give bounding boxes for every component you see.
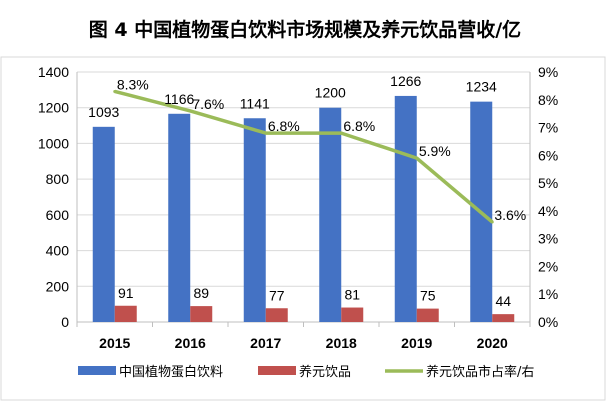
legend: 中国植物蛋白饮料 养元饮品 养元饮品市占率/右: [78, 364, 534, 380]
bar-yangyuan-revenue: [190, 306, 213, 322]
y-right-tick-label: 2%: [538, 258, 558, 274]
y-left-tick-label: 200: [46, 278, 70, 294]
line-market-share: [114, 89, 494, 224]
y-left-tick-label: 1200: [38, 100, 69, 116]
legend-swatch: [78, 366, 116, 375]
y-right-tick-label: 1%: [538, 286, 558, 302]
chart-frame: [0, 56, 606, 401]
bar-market-size: [319, 107, 342, 322]
bar-data-label: 89: [193, 285, 209, 301]
y-right-tick-label: 0%: [538, 314, 558, 330]
bar-data-label: 91: [118, 285, 134, 301]
x-tick-label: 2016: [175, 335, 206, 351]
bar-data-label: 1266: [390, 73, 421, 89]
legend-label: 养元饮品: [299, 364, 351, 380]
y-axis-right: 0% 1% 2% 3% 4% 5% 6% 7% 8% 9%: [538, 64, 558, 330]
line-data-label: 5.9%: [419, 143, 451, 159]
x-tick-label: 2015: [99, 335, 130, 351]
line-point: [490, 220, 494, 224]
y-right-tick-label: 3%: [538, 231, 558, 247]
line-point: [415, 156, 419, 160]
bar-market-size: [243, 118, 266, 322]
line-data-label: 3.6%: [494, 207, 526, 223]
bar-data-label: 81: [344, 287, 360, 303]
y-right-tick-label: 8%: [538, 92, 558, 108]
line-point: [264, 131, 268, 135]
y-right-tick-label: 6%: [538, 147, 558, 163]
x-tick-label: 2019: [401, 335, 432, 351]
line-point: [339, 131, 343, 135]
line-data-label: 6.8%: [343, 118, 375, 134]
bar-data-label: 75: [420, 288, 436, 304]
bar-series: [92, 95, 515, 323]
line-data-label: 8.3%: [117, 76, 149, 92]
y-right-tick-label: 7%: [538, 120, 558, 136]
x-axis: 2015 2016 2017 2018 2019 2020: [76, 72, 531, 351]
y-left-tick-label: 0: [61, 314, 69, 330]
bar-yangyuan-revenue: [341, 307, 364, 322]
bar-data-label: 44: [495, 293, 511, 309]
legend-label: 养元饮品市占率/右: [426, 364, 534, 380]
bar-data-label: 1141: [240, 95, 270, 111]
y-axis-left: 0 200 400 600 800 1000 1200 1400: [38, 64, 69, 330]
y-right-tick-label: 4%: [538, 203, 558, 219]
legend-label: 中国植物蛋白饮料: [119, 364, 223, 380]
x-tick-label: 2017: [250, 335, 281, 351]
bar-data-label: 1234: [466, 79, 497, 95]
bar-data-label: 1093: [88, 104, 119, 120]
bar-data-label: 77: [269, 287, 285, 303]
y-left-tick-label: 1000: [38, 135, 69, 151]
bar-yangyuan-revenue: [416, 308, 439, 322]
line-point: [113, 89, 117, 93]
y-left-tick-label: 800: [46, 171, 70, 187]
bar-market-size: [394, 95, 417, 322]
y-left-tick-label: 400: [46, 243, 70, 259]
line-series: [113, 89, 494, 224]
bar-market-size: [92, 126, 115, 322]
data-labels: 1093 1166 1141 1200 1266 1234 91 89 77 81 75 44 8.3%…: [88, 73, 526, 309]
legend-swatch: [258, 366, 296, 375]
y-right-tick-label: 9%: [538, 64, 558, 80]
chart-title: 图 4 中国植物蛋白饮料市场规模及养元饮品营收/亿: [89, 18, 521, 41]
y-right-tick-label: 5%: [538, 175, 558, 191]
bar-yangyuan-revenue: [265, 308, 288, 322]
line-data-label: 6.8%: [268, 118, 300, 134]
bar-data-label: 1200: [315, 85, 346, 101]
y-left-tick-label: 1400: [38, 64, 69, 80]
bar-data-label: 1166: [164, 91, 194, 107]
bar-market-size: [168, 113, 191, 323]
x-tick-label: 2018: [326, 335, 357, 351]
line-point: [188, 109, 192, 113]
y-left-tick-label: 600: [46, 207, 70, 223]
bar-yangyuan-revenue: [492, 314, 515, 322]
line-data-label: 7.6%: [192, 96, 224, 112]
x-tick-label: 2020: [477, 335, 508, 351]
bar-yangyuan-revenue: [114, 305, 137, 322]
